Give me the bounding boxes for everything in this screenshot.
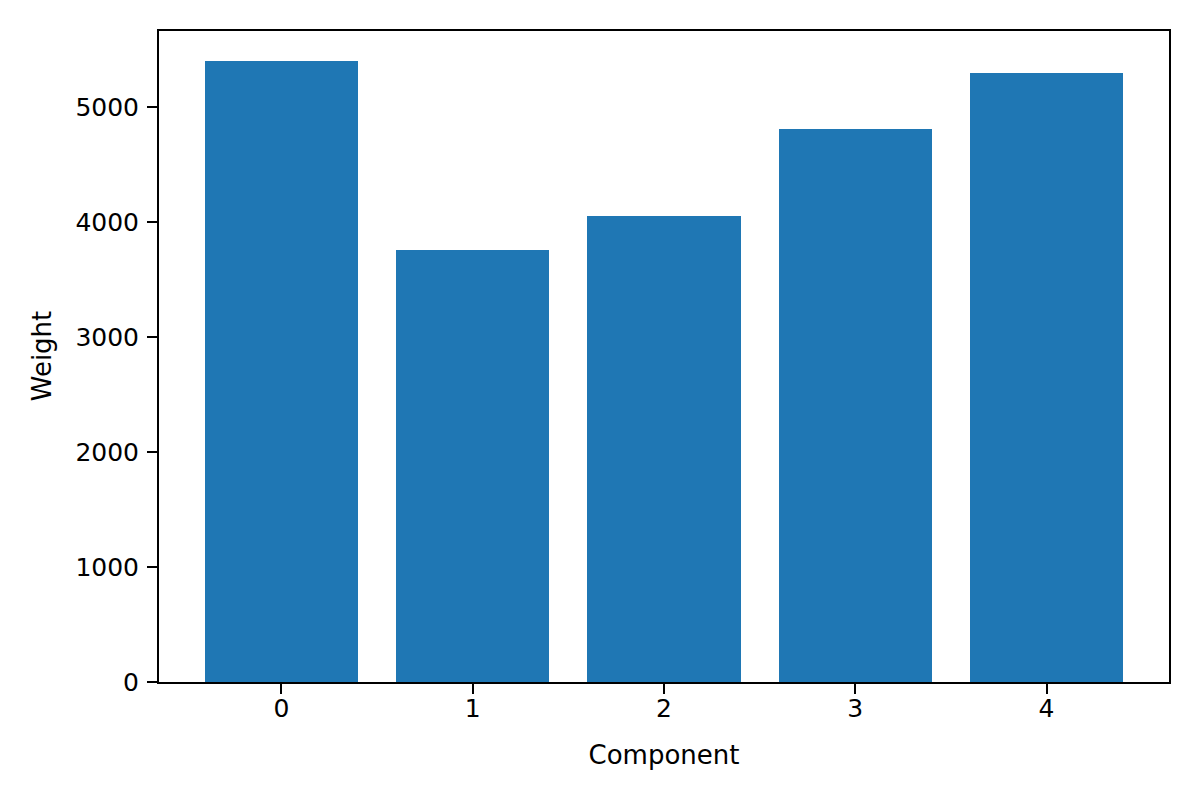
- x-tick-mark: [1046, 684, 1048, 694]
- y-tick-label: 2000: [27, 440, 139, 465]
- y-tick-label: 5000: [27, 95, 139, 120]
- y-tick-mark: [147, 566, 157, 568]
- y-tick-mark: [147, 221, 157, 223]
- bar-component-0: [205, 61, 358, 682]
- x-tick-mark: [280, 684, 282, 694]
- y-tick-label: 4000: [27, 210, 139, 235]
- x-tick-mark: [472, 684, 474, 694]
- x-tick-label: 3: [795, 694, 915, 724]
- plot-area: 010002000300040005000 01234: [157, 29, 1171, 684]
- bar-chart-figure: 010002000300040005000 01234 Weight Compo…: [0, 0, 1200, 800]
- x-tick-label: 2: [604, 694, 724, 724]
- y-tick-mark: [147, 451, 157, 453]
- y-tick-mark: [147, 106, 157, 108]
- bar-component-1: [396, 250, 549, 682]
- y-tick-mark: [147, 681, 157, 683]
- x-tick-mark: [663, 684, 665, 694]
- bar-component-4: [970, 73, 1123, 682]
- x-tick-label: 0: [221, 694, 341, 724]
- x-tick-label: 4: [987, 694, 1107, 724]
- x-tick-label: 1: [413, 694, 533, 724]
- y-tick-label: 1000: [27, 555, 139, 580]
- y-axis-label: Weight: [27, 311, 57, 402]
- y-tick-label: 0: [27, 670, 139, 695]
- y-tick-mark: [147, 336, 157, 338]
- bar-component-3: [779, 129, 932, 682]
- x-axis-label: Component: [589, 740, 740, 770]
- bar-component-2: [587, 216, 740, 682]
- x-tick-mark: [854, 684, 856, 694]
